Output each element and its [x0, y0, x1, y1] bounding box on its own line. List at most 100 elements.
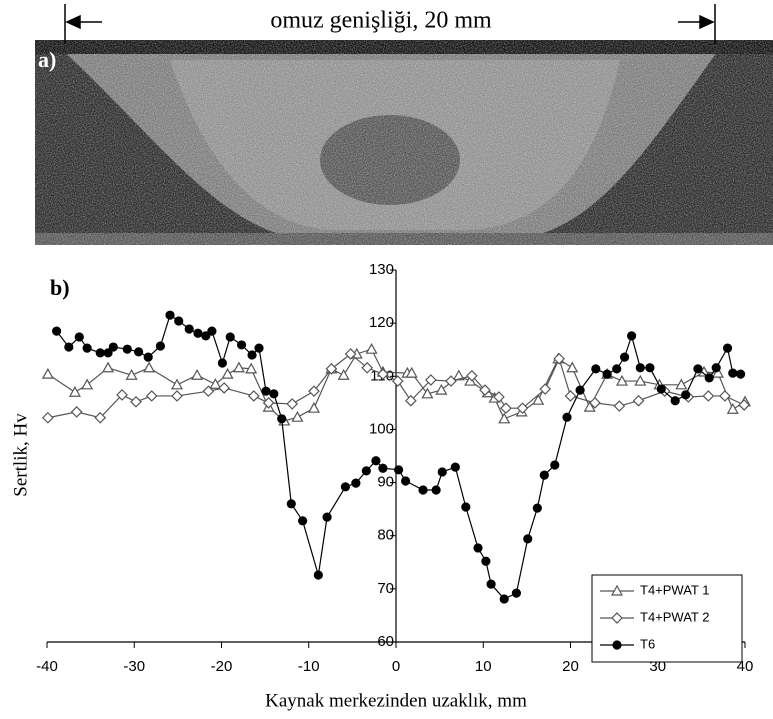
triangle-marker [102, 361, 115, 373]
triangle-marker [610, 584, 624, 596]
circle-marker [575, 385, 585, 395]
circle-marker [122, 344, 132, 354]
triangle-marker [245, 362, 258, 374]
legend: T4+PWAT 1 T4+PWAT 2 T6 [591, 574, 743, 663]
triangle-marker [125, 368, 138, 380]
circle-marker [225, 332, 235, 342]
y-tick-label: 100 [369, 420, 394, 437]
diamond-marker [425, 374, 437, 386]
triangle-marker [170, 378, 184, 390]
circle-marker [711, 363, 721, 373]
circle-marker [254, 343, 264, 353]
circle-marker [499, 594, 509, 604]
y-tick-label: 130 [369, 261, 394, 278]
circle-marker [95, 348, 105, 358]
triangle-marker [232, 361, 245, 373]
circle-marker [486, 579, 496, 589]
circle-marker [481, 556, 491, 566]
diamond-marker [171, 390, 183, 402]
circle-marker [511, 588, 522, 598]
diamond-marker [70, 406, 83, 418]
diamond-marker [262, 397, 275, 409]
x-tick-label: 20 [562, 658, 579, 675]
y-tick-label: 70 [377, 580, 394, 597]
circle-marker [418, 485, 428, 495]
circle-marker [681, 390, 691, 400]
diamond-marker [539, 383, 552, 395]
circle-marker [51, 326, 62, 336]
panel-label: a) [38, 47, 56, 72]
diamond-marker [404, 394, 417, 407]
circle-marker [635, 363, 645, 373]
triangle-marker [68, 385, 81, 397]
circle-marker [656, 384, 666, 394]
diamond-marker [361, 361, 374, 374]
circle-marker [361, 466, 371, 476]
circle-marker [155, 341, 166, 351]
circle-marker [277, 414, 287, 424]
circle-marker [728, 368, 738, 378]
width-marker [64, 4, 716, 44]
diamond-marker [377, 368, 389, 381]
circle-marker [351, 478, 361, 488]
diamond-marker [500, 402, 512, 415]
x-tick-label: -10 [298, 658, 320, 675]
diamond-marker [145, 390, 158, 402]
circle-marker [143, 352, 153, 362]
panel-label: b) [50, 275, 70, 300]
triangle-marker [291, 410, 304, 422]
diamond-marker [564, 390, 577, 402]
diamond-marker [391, 375, 404, 387]
diamond-marker [516, 402, 529, 415]
circle-marker [134, 347, 144, 357]
circle-marker [591, 364, 601, 374]
circle-marker [431, 485, 441, 495]
circle-marker [247, 350, 257, 360]
y-tick-label: 80 [377, 527, 394, 544]
x-tick-label: -30 [123, 658, 145, 675]
series-line [56, 314, 741, 600]
circle-marker [207, 326, 217, 336]
circle-marker [313, 570, 323, 580]
x-tick-label: -40 [36, 658, 58, 675]
circle-marker [371, 456, 381, 466]
circle-marker [261, 386, 271, 396]
diamond-marker [493, 391, 505, 403]
circle-marker [165, 310, 175, 320]
y-axis-label: Sertlik, Hv [10, 413, 31, 497]
triangle-marker [41, 367, 54, 379]
caption: omuz genişliği, 20 mm [270, 8, 492, 34]
x-tick-label: 0 [392, 658, 400, 675]
triangle-marker [532, 393, 545, 405]
diamond-marker [445, 375, 457, 387]
circle-marker [619, 352, 630, 362]
diamond-marker [247, 390, 260, 402]
diamond-marker [42, 411, 54, 424]
circle-marker [523, 534, 533, 544]
circle-marker [322, 512, 332, 522]
diamond-marker [613, 400, 626, 412]
diamond-marker [325, 362, 338, 375]
legend-label: T4+PWAT 2 [640, 609, 709, 624]
triangle-marker [583, 400, 596, 412]
diamond-marker [286, 398, 299, 410]
circle-marker [461, 502, 471, 512]
diamond-marker [308, 385, 320, 398]
circle-marker [645, 363, 655, 373]
circle-marker [174, 316, 184, 326]
circle-marker [722, 343, 733, 353]
diamond-marker [553, 352, 566, 365]
triangle-marker [711, 366, 724, 378]
circle-marker [236, 340, 247, 350]
circle-marker [450, 462, 460, 472]
circle-marker [201, 331, 211, 341]
triangle-marker [566, 361, 579, 373]
triangle-marker [81, 378, 94, 390]
circle-marker [437, 467, 447, 477]
triangle-marker [365, 342, 378, 354]
triangle-marker [675, 378, 688, 390]
diamond-marker [632, 394, 645, 407]
triangle-marker [405, 366, 418, 378]
triangle-marker [634, 374, 647, 386]
circle-marker [532, 503, 542, 513]
